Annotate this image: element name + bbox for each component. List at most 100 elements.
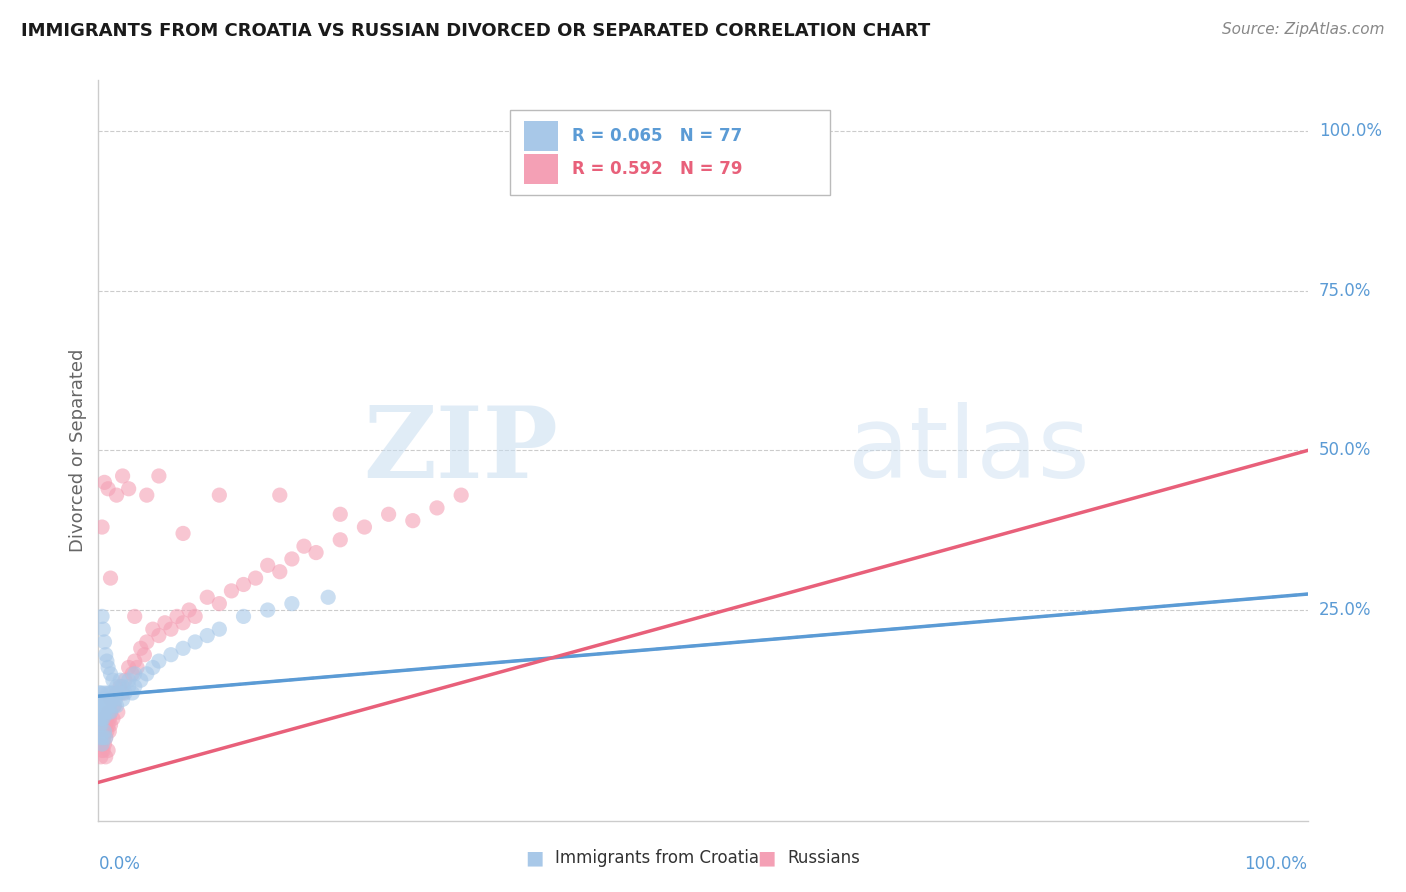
Point	[184, 609, 207, 624]
Point	[90, 749, 112, 764]
Point	[142, 660, 165, 674]
Point	[100, 692, 122, 706]
Point	[124, 666, 146, 681]
Point	[91, 622, 114, 636]
Point	[148, 654, 170, 668]
Point	[111, 469, 134, 483]
Point	[232, 609, 254, 624]
Point	[153, 615, 176, 630]
Point	[101, 712, 124, 726]
Text: 100.0%: 100.0%	[1244, 855, 1308, 873]
Point	[91, 712, 114, 726]
Point	[97, 686, 120, 700]
Point	[184, 635, 207, 649]
Point	[103, 698, 125, 713]
Point	[172, 615, 194, 630]
Point	[97, 660, 120, 674]
Text: ■: ■	[524, 848, 544, 867]
Point	[90, 686, 112, 700]
Point	[160, 622, 183, 636]
Point	[114, 686, 136, 700]
Point	[96, 698, 118, 713]
Point	[89, 737, 111, 751]
Point	[426, 500, 449, 515]
Point	[111, 686, 134, 700]
Point	[135, 666, 157, 681]
Point	[121, 666, 143, 681]
Point	[93, 724, 115, 739]
Point	[98, 698, 121, 713]
Point	[124, 654, 146, 668]
Point	[90, 698, 112, 713]
Point	[91, 705, 114, 719]
Point	[97, 705, 120, 719]
Point	[142, 622, 165, 636]
Point	[94, 692, 117, 706]
Point	[94, 705, 117, 719]
Point	[269, 565, 291, 579]
Point	[103, 698, 125, 713]
Point	[93, 705, 115, 719]
Point	[281, 552, 304, 566]
Point	[93, 712, 115, 726]
Point	[97, 743, 120, 757]
Point	[104, 692, 127, 706]
Point	[208, 488, 231, 502]
Point	[107, 686, 129, 700]
Point	[91, 743, 114, 757]
Point	[90, 705, 112, 719]
Text: ZIP: ZIP	[363, 402, 558, 499]
Point	[91, 692, 114, 706]
Point	[97, 705, 120, 719]
Point	[93, 724, 115, 739]
Point	[90, 731, 112, 745]
Point	[353, 520, 375, 534]
Point	[89, 718, 111, 732]
Point	[221, 583, 243, 598]
Point	[118, 680, 141, 694]
Point	[91, 712, 114, 726]
Point	[148, 629, 170, 643]
Point	[107, 705, 129, 719]
Bar	[524, 154, 558, 184]
Point	[96, 712, 118, 726]
Point	[105, 686, 128, 700]
Text: IMMIGRANTS FROM CROATIA VS RUSSIAN DIVORCED OR SEPARATED CORRELATION CHART: IMMIGRANTS FROM CROATIA VS RUSSIAN DIVOR…	[21, 22, 931, 40]
Point	[89, 724, 111, 739]
Point	[91, 743, 114, 757]
Point	[329, 508, 352, 522]
Point	[124, 609, 146, 624]
Point	[121, 686, 143, 700]
Point	[100, 705, 122, 719]
Point	[118, 482, 141, 496]
Point	[91, 698, 114, 713]
Point	[91, 609, 114, 624]
Point	[208, 622, 231, 636]
Point	[316, 591, 339, 605]
Point	[100, 571, 122, 585]
Point	[91, 737, 114, 751]
Point	[245, 571, 267, 585]
Point	[305, 545, 328, 559]
Text: 0.0%: 0.0%	[98, 855, 141, 873]
Point	[91, 718, 114, 732]
Point	[91, 705, 114, 719]
Point	[91, 737, 114, 751]
FancyBboxPatch shape	[509, 110, 830, 195]
Point	[129, 641, 152, 656]
Point	[179, 603, 201, 617]
Point	[91, 724, 114, 739]
Point	[208, 597, 231, 611]
Point	[114, 673, 136, 688]
Point	[160, 648, 183, 662]
Point	[91, 731, 114, 745]
Point	[377, 508, 399, 522]
Y-axis label: Divorced or Separated: Divorced or Separated	[69, 349, 87, 552]
Bar	[524, 121, 558, 151]
Point	[89, 705, 111, 719]
Point	[329, 533, 352, 547]
Point	[195, 591, 218, 605]
Point	[96, 692, 118, 706]
Point	[89, 698, 111, 713]
Point	[97, 718, 120, 732]
